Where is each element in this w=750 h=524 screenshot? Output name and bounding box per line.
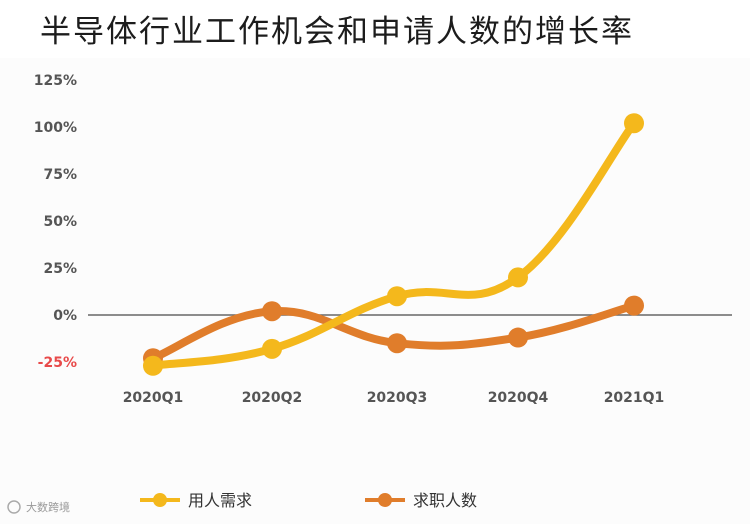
y-tick-label: 125% <box>34 73 77 89</box>
chart-title: 半导体行业工作机会和申请人数的增长率 <box>40 14 634 50</box>
x-tick-label: 2020Q2 <box>242 390 303 406</box>
watermark-text: 大数跨境 <box>26 500 70 514</box>
legend-swatch-marker-0 <box>153 493 167 507</box>
x-tick-label: 2020Q3 <box>367 390 428 406</box>
y-tick-label: -25% <box>38 355 77 371</box>
y-tick-label: 75% <box>43 167 77 183</box>
y-tick-label: 50% <box>43 214 77 230</box>
series-0-point-4 <box>624 113 644 134</box>
series-1-point-2 <box>387 333 407 354</box>
legend: 用人需求 求职人数 <box>140 491 477 510</box>
y-tick-label: 25% <box>43 261 77 277</box>
x-tick-label: 2020Q4 <box>488 390 549 406</box>
y-tick-label: 100% <box>34 120 77 136</box>
watermark-logo-icon <box>7 500 21 514</box>
legend-swatch-marker-1 <box>378 493 392 507</box>
series-group <box>143 113 644 376</box>
series-line-0 <box>149 119 638 370</box>
series-0-point-3 <box>508 267 528 288</box>
x-tick-label: 2020Q1 <box>123 390 184 406</box>
series-0-point-2 <box>387 286 407 307</box>
watermark: 大数跨境 <box>7 500 70 514</box>
series-1-point-1 <box>262 301 282 322</box>
series-1-point-3 <box>508 327 528 348</box>
series-1-point-4 <box>624 295 644 316</box>
legend-label-1: 求职人数 <box>413 491 477 510</box>
y-axis: -25% 0% 25% 50% 75% 100% 125% <box>34 73 77 371</box>
series-0-point-0 <box>143 355 163 376</box>
y-tick-label: 0% <box>53 308 77 324</box>
legend-label-0: 用人需求 <box>188 491 252 510</box>
x-tick-label: 2021Q1 <box>604 390 665 406</box>
x-axis: 2020Q1 2020Q2 2020Q3 2020Q4 2021Q1 <box>123 390 665 406</box>
series-0-point-1 <box>262 338 282 359</box>
